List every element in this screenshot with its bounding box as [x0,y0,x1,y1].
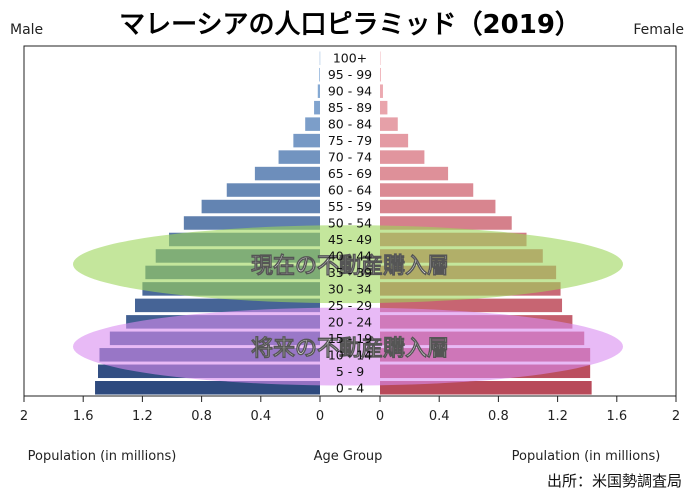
chart-title: マレーシアの人口ピラミッド（2019） [119,10,581,40]
age-label: 100+ [333,51,367,66]
age-label: 75 - 79 [328,133,372,148]
x-axis-title-right: Population (in millions) [512,449,661,464]
x-tick-label: 0.8 [191,409,212,424]
annotation-label: 現在の不動産購入層 [251,253,449,279]
x-tick-label: 1.2 [132,409,153,424]
x-tick-label: 0.4 [429,409,450,424]
male-bar [293,133,320,148]
x-tick-label: 0.8 [488,409,509,424]
x-tick-label: 0 [316,409,324,424]
age-label: 0 - 4 [336,380,364,395]
x-tick-label: 0.4 [250,409,271,424]
female-bar [380,51,381,65]
female-bar [380,100,388,115]
age-label: 50 - 54 [328,216,372,231]
age-label: 90 - 94 [328,84,372,99]
female-bar [380,183,474,197]
x-tick-label: 2 [20,409,28,424]
x-tick-label: 2 [672,409,680,424]
age-label: 15 - 19 [328,331,372,346]
age-label: 25 - 29 [328,298,372,313]
x-tick-label: 1.2 [547,409,568,424]
x-axis-title-left: Population (in millions) [28,449,177,464]
age-label: 35 - 39 [328,265,372,280]
male-bar [319,67,320,82]
male-bar [95,381,320,395]
male-bar [305,117,320,131]
female-bar [380,150,425,164]
age-label: 60 - 64 [328,183,372,198]
female-bar [380,199,496,214]
female-bar [380,117,398,131]
male-bar [201,199,320,214]
female-bar [380,133,409,148]
annotation-ellipse [73,307,623,386]
source-note: 出所：米国勢調査局 [546,472,682,490]
age-label: 5 - 9 [336,364,364,379]
age-label: 45 - 49 [328,232,372,247]
age-label: 85 - 89 [328,100,372,115]
male-bar [314,100,320,115]
age-label: 30 - 34 [328,281,372,296]
annotation-group: 現在の不動産購入層 [73,225,623,304]
age-label: 10 - 14 [328,347,372,362]
female-bar [380,84,383,98]
age-label: 20 - 24 [328,314,372,329]
female-bar [380,381,592,395]
female-label: Female [633,22,684,38]
annotation-group: 将来の不動産購入層 [73,307,623,386]
annotation-label: 将来の不動産購入層 [251,336,449,362]
male-bar [226,183,320,197]
annotation-ellipse [73,225,623,304]
female-bar [380,67,381,82]
age-label: 55 - 59 [328,199,372,214]
age-label: 65 - 69 [328,166,372,181]
plot-frame [23,45,677,397]
age-label: 40 - 44 [328,248,372,263]
x-tick-label: 1.6 [606,409,627,424]
age-label: 70 - 74 [328,150,372,165]
x-axis-title-center: Age Group [314,449,383,464]
male-bar [254,166,320,181]
female-bar [380,166,449,181]
age-label: 95 - 99 [328,67,372,82]
x-tick-label: 0 [376,409,384,424]
age-label: 80 - 84 [328,117,372,132]
male-bar [135,298,320,313]
male-bar [278,150,320,164]
x-tick-label: 1.6 [73,409,94,424]
male-bar [317,84,320,98]
female-bar [380,298,563,313]
male-bar [319,51,321,65]
male-label: Male [10,22,44,38]
